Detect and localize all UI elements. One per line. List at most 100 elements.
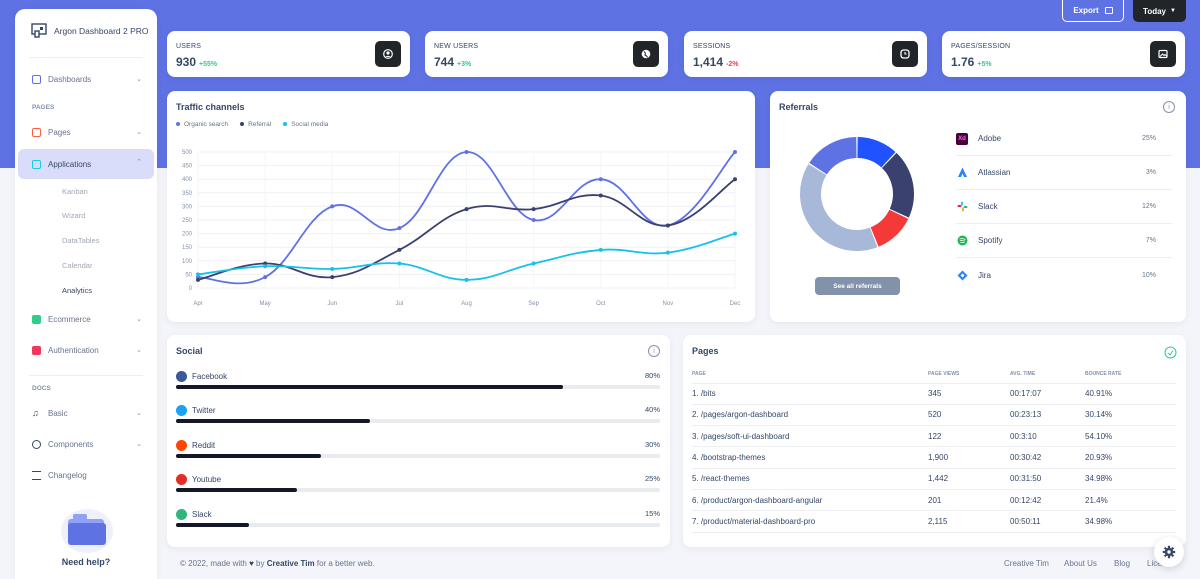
info-icon[interactable]: i — [1163, 101, 1175, 113]
image-icon — [1158, 49, 1168, 59]
sidebar-subitem-analytics[interactable]: Analytics — [62, 286, 93, 295]
bounce-rate: 54.10% — [1085, 425, 1176, 448]
legend-item: Social media — [283, 121, 328, 128]
sidebar-item-changelog[interactable]: Changelog — [18, 461, 154, 489]
stat-value: 1.76 +5% — [951, 55, 992, 69]
table-row[interactable]: 2. /pages/argon-dashboard 520 00:23:13 30.1… — [692, 404, 1176, 427]
footer-link-creative-tim[interactable]: Creative Tim — [1004, 559, 1049, 568]
table-row[interactable]: 3. /pages/soft-ui-dashboard 122 00:3:10 54.… — [692, 425, 1176, 448]
sidebar-subitem-datatables[interactable]: DataTables — [62, 236, 100, 245]
progress-fill — [176, 522, 249, 527]
page-views: 345 — [928, 383, 1010, 405]
heart-icon: ♥ — [249, 559, 254, 568]
gear-icon — [1162, 545, 1176, 559]
referral-pct: 7% — [1145, 237, 1156, 244]
sidebar-item-label: Ecommerce — [48, 314, 91, 324]
data-point — [665, 250, 670, 255]
table-row[interactable]: 5. /react-themes 1,442 00:31:50 34.98% — [692, 468, 1176, 490]
dashboard-icon — [32, 74, 41, 84]
settings-button[interactable] — [1154, 537, 1184, 567]
adobe-xd-icon: Xd — [956, 132, 968, 145]
referral-name: Atlassian — [978, 168, 1011, 177]
referral-row-atlassian[interactable]: Atlassian 3% — [956, 156, 1172, 190]
sidebar-subitem-calendar[interactable]: Calendar — [62, 261, 93, 270]
progress-track — [176, 522, 660, 527]
table-row[interactable]: 1. /bits 345 00:17:07 40.91% — [692, 383, 1176, 405]
data-point — [464, 277, 469, 282]
caret-down-icon: ▼ — [1170, 8, 1176, 14]
footer-copyright: © 2022, made with ♥ by Creative Tim for … — [180, 559, 375, 568]
legend-item: Referral — [240, 121, 271, 128]
y-tick-label: 100 — [182, 259, 193, 265]
sidebar-item-authentication[interactable]: Authentication ⌄ — [18, 336, 154, 364]
sidebar-item-basic[interactable]: ♫ Basic ⌄ — [18, 399, 154, 427]
stat-icon-box — [633, 41, 659, 67]
today-dropdown[interactable]: Today ▼ — [1133, 0, 1186, 22]
chevron-down-icon: ⌄ — [136, 410, 142, 417]
x-tick-label: Aug — [461, 301, 472, 307]
youtube-icon — [176, 474, 187, 486]
info-icon[interactable]: i — [648, 345, 660, 357]
music-note-icon: ♫ — [32, 407, 39, 418]
chevron-down-icon: ⌄ — [136, 347, 142, 354]
social-label: Twitter — [192, 406, 216, 416]
referral-row-adobe[interactable]: Xd Adobe 25% — [956, 122, 1172, 156]
ecommerce-icon — [32, 314, 41, 324]
table-row[interactable]: 7. /product/material-dashboard-pro 2,115 0… — [692, 510, 1176, 533]
sidebar-item-applications[interactable]: Applications ⌃ — [18, 149, 154, 179]
bounce-rate: 30.14% — [1085, 404, 1176, 427]
printer-icon — [1104, 7, 1113, 14]
reddit-icon — [176, 439, 187, 451]
page-name: 1. /bits — [692, 383, 928, 405]
referral-row-jira[interactable]: Jira 10% — [956, 258, 1172, 292]
legend-label: Referral — [248, 121, 272, 128]
export-button[interactable]: Export — [1062, 0, 1124, 22]
chevron-up-icon: ⌃ — [136, 159, 142, 166]
brand[interactable]: Argon Dashboard 2 PRO — [31, 23, 149, 39]
column-header: AVG. TIME — [1010, 365, 1085, 384]
footer-link-about-us[interactable]: About Us — [1064, 559, 1097, 568]
sidebar-subitem-kanban[interactable]: Kanban — [62, 187, 88, 196]
referrals-donut-chart — [800, 137, 914, 252]
y-tick-label: 50 — [185, 272, 192, 278]
referral-row-spotify[interactable]: Spotify 7% — [956, 224, 1172, 258]
progress-track — [176, 453, 660, 458]
x-tick-label: Jul — [396, 301, 404, 307]
referral-row-slack[interactable]: Slack 12% — [956, 190, 1172, 224]
table-row[interactable]: 4. /bootstrap-themes 1,900 00:30:42 20.93% — [692, 446, 1176, 469]
bounce-rate: 34.98% — [1085, 510, 1176, 533]
sidebar-item-ecommerce[interactable]: Ecommerce ⌄ — [18, 305, 154, 333]
avg-time: 00:3:10 — [1010, 425, 1085, 448]
data-point — [464, 150, 469, 154]
data-point — [196, 272, 200, 277]
social-name: Twitter — [176, 405, 216, 417]
bounce-rate: 21.4% — [1085, 489, 1176, 512]
footer-author-link[interactable]: Creative Tim — [266, 559, 315, 568]
sidebar-item-components[interactable]: Components ⌄ — [18, 430, 154, 458]
refresh-icon[interactable] — [1164, 346, 1177, 359]
help-folder-illustration-icon — [61, 509, 113, 553]
table-header-row: PAGE PAGE VIEWS AVG. TIME BOUNCE RATE — [692, 365, 1176, 384]
referral-pct: 10% — [1141, 271, 1156, 279]
table-row[interactable]: 6. /product/argon-dashboard-angular 201 00… — [692, 489, 1176, 512]
data-point — [330, 275, 335, 280]
need-help-text[interactable]: Need help? — [61, 557, 111, 567]
data-point — [733, 150, 737, 154]
page-name: 3. /pages/soft-ui-dashboard — [692, 425, 928, 448]
spotify-icon — [956, 235, 968, 247]
progress-track — [176, 385, 660, 389]
sidebar-item-label: Dashboards — [48, 74, 92, 84]
traffic-channels-card: Traffic channels Organic search Referral… — [167, 91, 755, 322]
avg-time: 00:50:11 — [1010, 510, 1085, 533]
x-tick-label: Dec — [730, 301, 741, 307]
sidebar-item-pages[interactable]: Pages ⌄ — [18, 118, 154, 146]
stat-number: 930 — [176, 55, 197, 69]
see-all-referrals-button[interactable]: See all referrals — [815, 277, 900, 295]
slack-icon — [956, 201, 968, 213]
footer-link-blog[interactable]: Blog — [1114, 559, 1131, 568]
sidebar-subitem-wizard[interactable]: Wizard — [62, 211, 86, 220]
sidebar-item-dashboards[interactable]: Dashboards ⌄ — [18, 65, 154, 93]
referral-name: Slack — [978, 202, 998, 211]
progress-track — [176, 419, 660, 424]
today-label: Today — [1143, 6, 1166, 16]
